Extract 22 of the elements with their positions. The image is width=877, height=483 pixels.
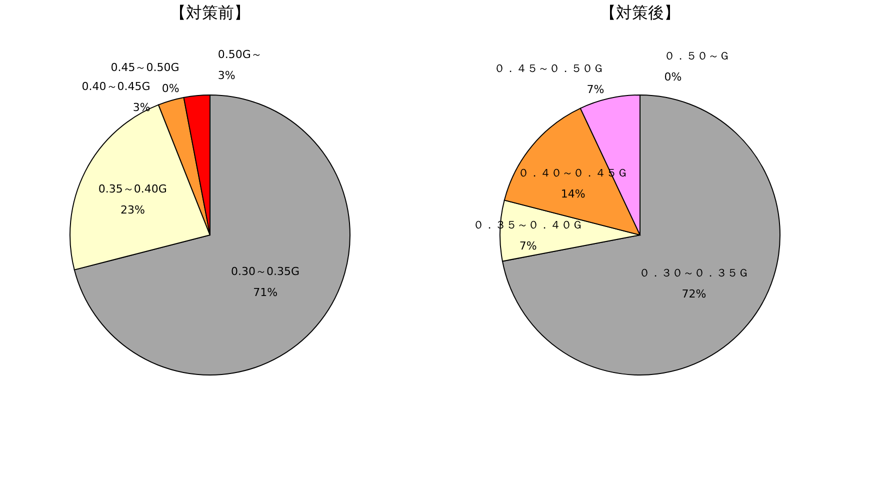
data-label: 14% [560, 188, 586, 201]
data-label: 3% [218, 69, 236, 82]
slice-label: ０．４５～０．５０Ｇ [494, 62, 604, 75]
slice-label: 0.35～0.40G [98, 182, 167, 196]
data-label: 7% [519, 239, 537, 252]
slice-label: 0.30～0.35G [231, 264, 300, 278]
data-label: 23% [120, 204, 145, 217]
slice-label: 0.50G～ [218, 48, 262, 62]
pie-slice [74, 94, 350, 376]
slice-label: 0.40～0.45G [82, 80, 150, 94]
data-label: 72% [682, 288, 706, 301]
data-label: 71% [253, 286, 278, 299]
chart-title: 【対策前】 [170, 3, 250, 22]
category-label: ０．５０～Ｇ [664, 50, 730, 63]
slice-label: ０．３０～０．３５Ｇ [638, 266, 749, 280]
data-label: 3% [132, 101, 150, 114]
data-label: 7% [586, 82, 604, 96]
category-label: 0.45～0.50G [110, 60, 180, 74]
pie-slice [502, 94, 780, 376]
chart-title: 【対策後】 [600, 3, 680, 22]
text: 0% [162, 82, 180, 95]
text: 0% [664, 70, 682, 84]
